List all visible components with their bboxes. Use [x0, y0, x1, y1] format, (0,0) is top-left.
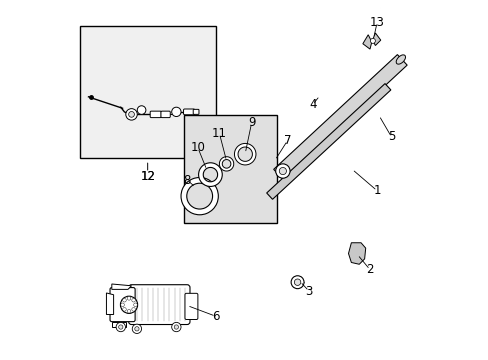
Circle shape — [133, 303, 137, 307]
Circle shape — [127, 297, 131, 300]
Circle shape — [120, 296, 137, 314]
Text: 10: 10 — [190, 141, 205, 154]
Polygon shape — [372, 33, 380, 45]
Polygon shape — [348, 243, 365, 264]
Circle shape — [132, 307, 135, 311]
Text: 2: 2 — [366, 263, 373, 276]
Text: 6: 6 — [212, 310, 219, 323]
Ellipse shape — [395, 55, 405, 64]
Polygon shape — [106, 293, 113, 315]
Circle shape — [128, 112, 134, 117]
Circle shape — [122, 307, 126, 311]
Circle shape — [171, 107, 181, 117]
Polygon shape — [112, 321, 126, 327]
Circle shape — [369, 39, 375, 43]
Circle shape — [132, 324, 142, 333]
FancyBboxPatch shape — [183, 109, 194, 115]
Circle shape — [279, 167, 286, 175]
FancyBboxPatch shape — [128, 285, 190, 324]
Circle shape — [290, 276, 304, 289]
Circle shape — [116, 322, 125, 332]
Circle shape — [127, 310, 131, 313]
Text: 4: 4 — [308, 98, 316, 111]
Text: 11: 11 — [211, 127, 226, 140]
Text: 7: 7 — [283, 134, 291, 147]
Circle shape — [119, 325, 122, 329]
Circle shape — [294, 279, 300, 285]
Text: 5: 5 — [387, 130, 394, 144]
Text: 12: 12 — [140, 170, 155, 183]
FancyBboxPatch shape — [184, 293, 198, 319]
Text: 8: 8 — [183, 174, 190, 186]
Circle shape — [122, 298, 126, 302]
Text: 1: 1 — [373, 184, 380, 197]
Text: 12: 12 — [140, 170, 155, 183]
Circle shape — [275, 164, 289, 178]
Polygon shape — [266, 84, 390, 199]
Circle shape — [174, 325, 178, 329]
FancyBboxPatch shape — [161, 111, 170, 118]
Polygon shape — [273, 55, 407, 180]
Circle shape — [137, 106, 145, 114]
FancyBboxPatch shape — [110, 288, 135, 321]
Circle shape — [135, 327, 139, 331]
Circle shape — [125, 109, 137, 120]
Text: 9: 9 — [247, 116, 255, 129]
Text: 3: 3 — [305, 285, 312, 298]
Polygon shape — [112, 284, 131, 289]
Text: 13: 13 — [369, 16, 384, 29]
Circle shape — [132, 298, 135, 302]
FancyBboxPatch shape — [193, 109, 199, 114]
Polygon shape — [362, 35, 371, 49]
FancyBboxPatch shape — [150, 111, 161, 118]
Bar — [80, 26, 215, 158]
Bar — [183, 116, 276, 223]
Circle shape — [171, 322, 181, 332]
Circle shape — [121, 303, 124, 307]
